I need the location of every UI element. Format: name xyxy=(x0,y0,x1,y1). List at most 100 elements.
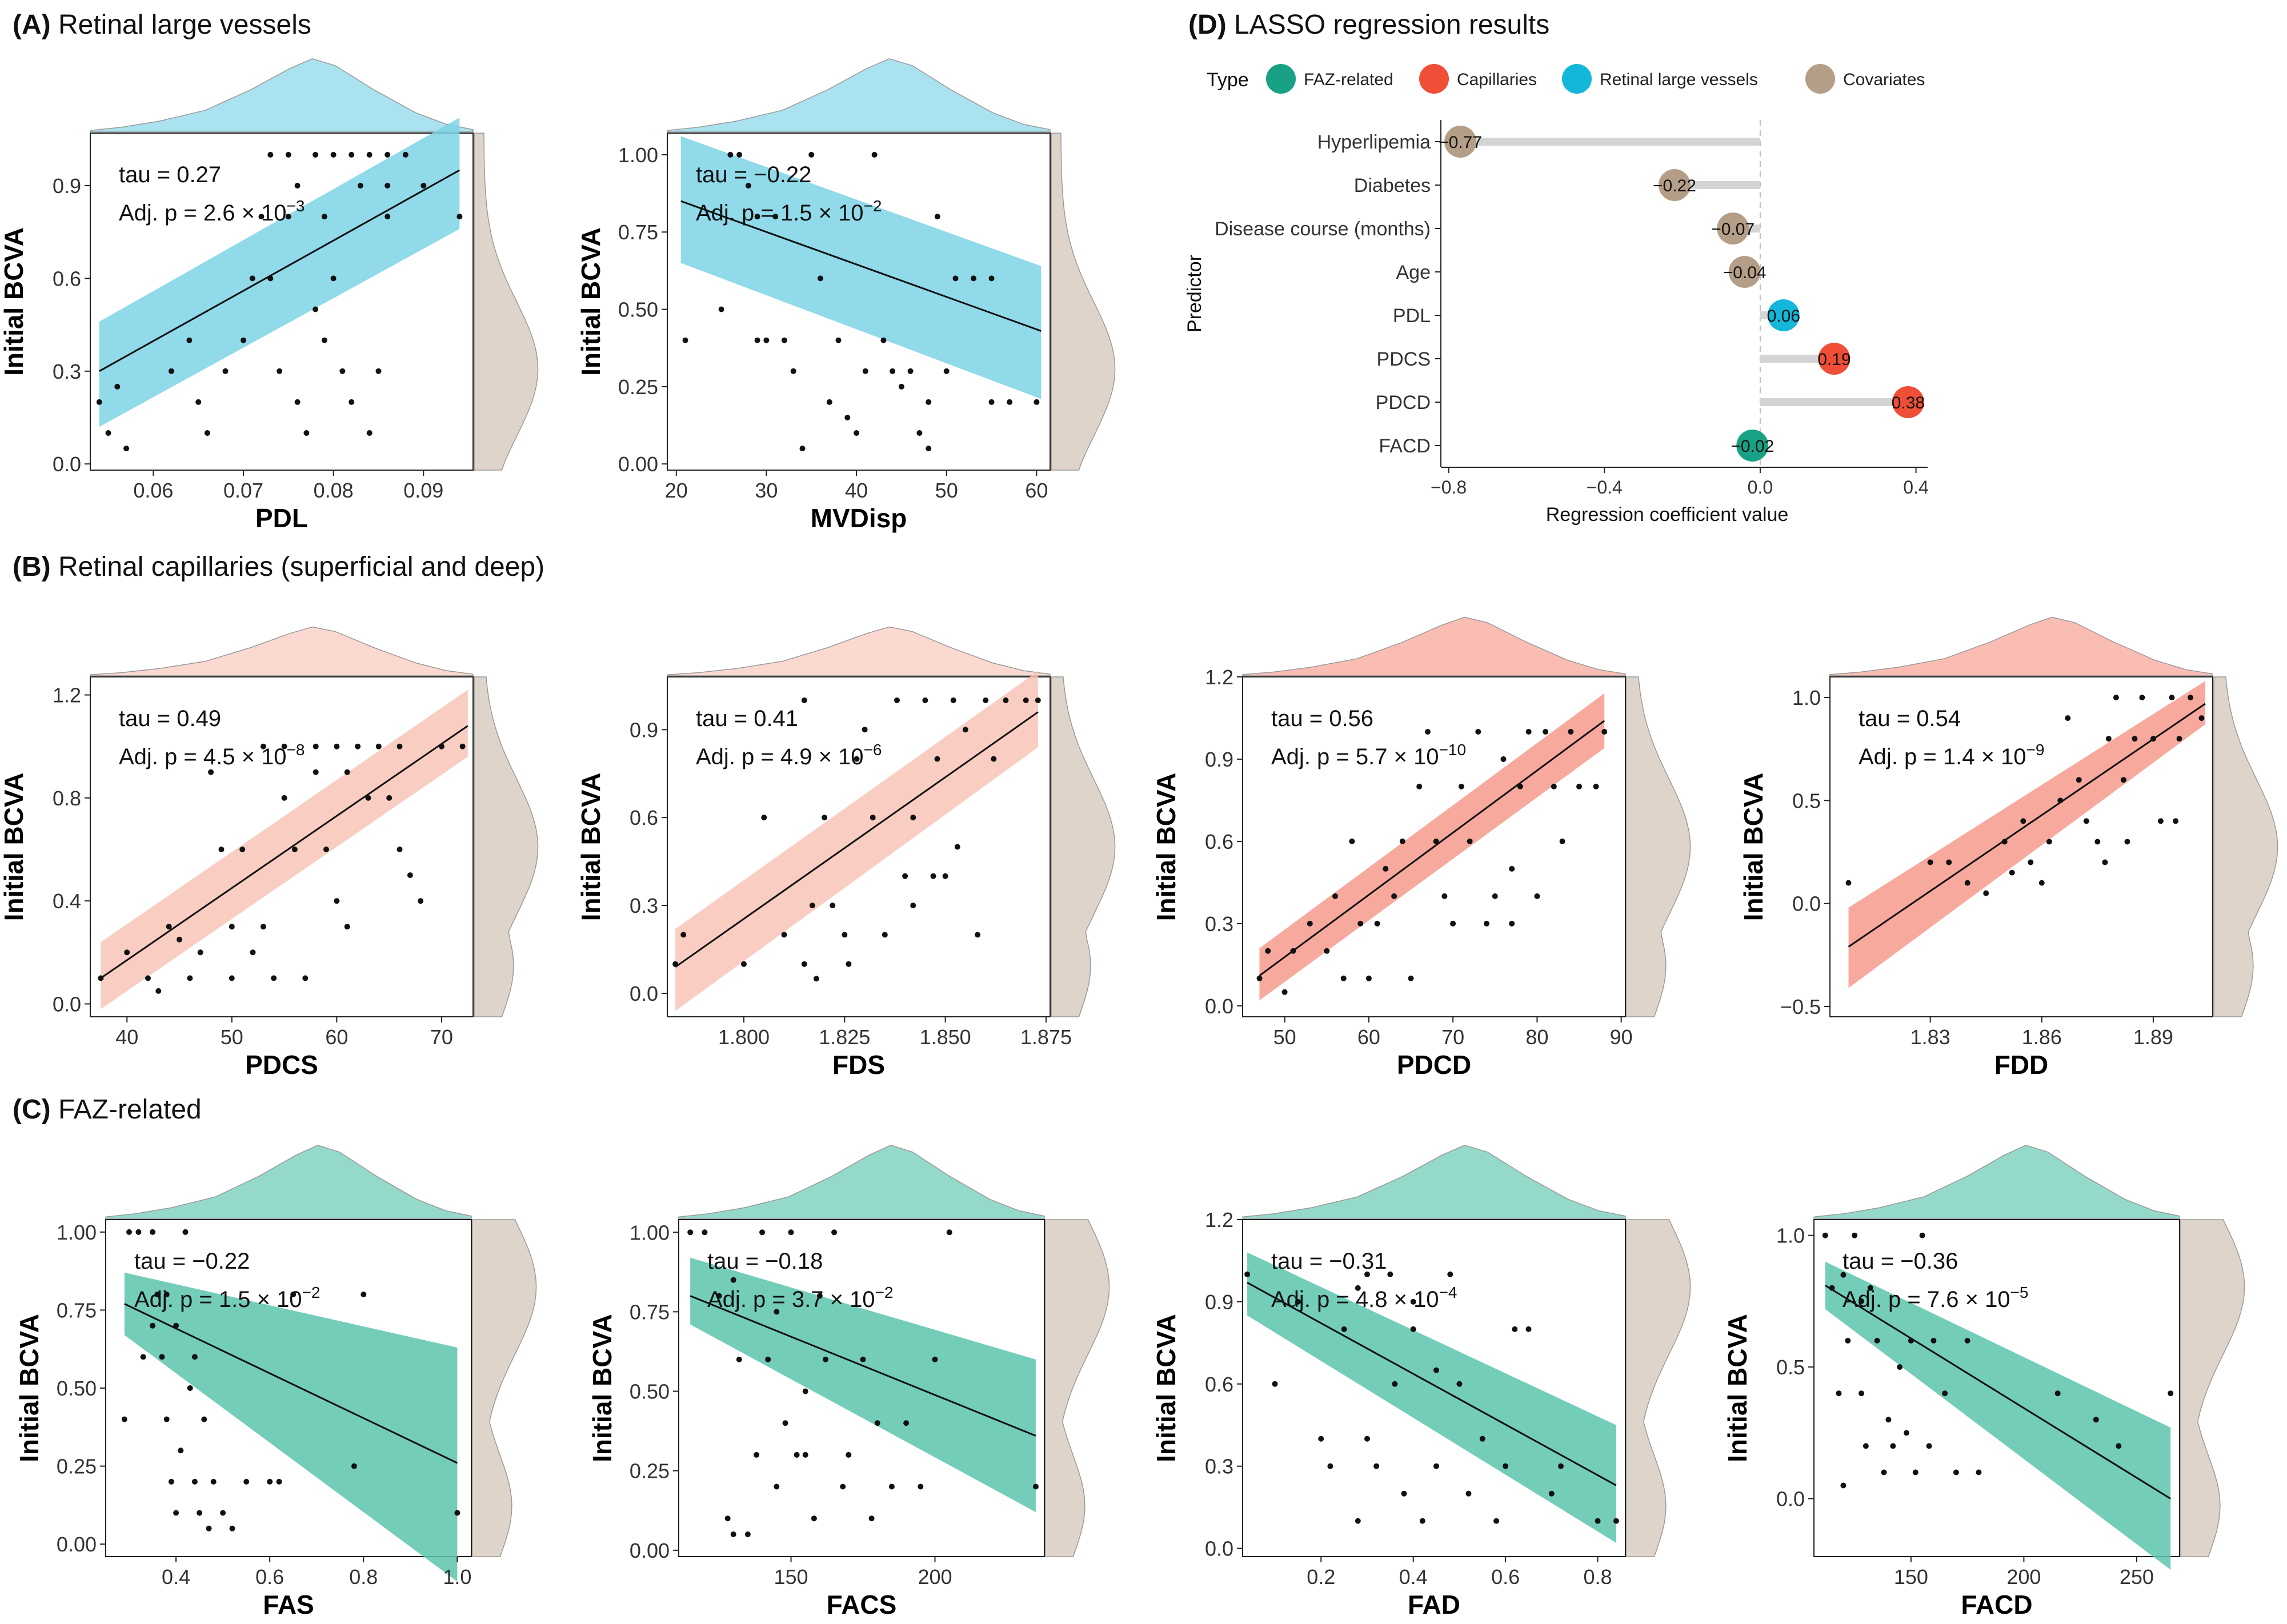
x-tick-label-pdl-0: 0.06 xyxy=(133,479,173,502)
data-point-fds-26 xyxy=(991,756,997,762)
y-axis-label-facs: Initial BCVA xyxy=(587,1314,617,1462)
data-point-pdcs-8 xyxy=(208,769,214,775)
y-axis-label-pdl: Initial BCVA xyxy=(0,227,29,376)
data-point-pdl-8 xyxy=(222,368,229,374)
data-point-pdcd-8 xyxy=(1349,838,1355,844)
data-point-pdcs-2 xyxy=(145,975,151,981)
data-point-pdl-26 xyxy=(285,151,291,158)
data-point-mvdisp-7 xyxy=(763,337,770,343)
data-point-facd-27 xyxy=(2168,1390,2174,1397)
y-tick-label-facs-4: 1.00 xyxy=(630,1221,670,1244)
confidence-band-mvdisp xyxy=(680,136,1042,399)
data-point-fdd-1 xyxy=(1927,859,1933,865)
p-exponent-pdl: −3 xyxy=(287,197,305,215)
data-point-fad-16 xyxy=(1456,1381,1463,1387)
coefficient-label-6: 0.38 xyxy=(1892,394,1925,412)
data-point-facd-24 xyxy=(2054,1390,2061,1397)
data-point-pdl-2 xyxy=(114,383,121,390)
y-tick-label-fdd-1: 0.0 xyxy=(1792,892,1821,916)
fit-line-fdd xyxy=(1848,703,2206,948)
data-point-mvdisp-34 xyxy=(1034,399,1040,405)
p-exponent-facd: −5 xyxy=(2010,1284,2029,1301)
plot-facs: 0.00 0.25 0.50 0.75 1.00 150 200 FACS Initial BC… xyxy=(587,1144,1110,1619)
data-point-pdcd-11 xyxy=(1374,920,1380,927)
panel-c-title-text: FAZ-related xyxy=(58,1094,202,1125)
data-point-mvdisp-14 xyxy=(826,399,832,405)
data-point-pdcd-5 xyxy=(1324,948,1330,954)
data-point-facd-7 xyxy=(1863,1443,1869,1449)
data-point-fas-6 xyxy=(159,1354,165,1360)
panel-d-letter: (D) xyxy=(1188,10,1227,40)
y-tick-label-fad-1: 0.3 xyxy=(1205,1455,1233,1478)
p-annotation-fds: Adj. p = 4.9 × 10−6 xyxy=(696,741,882,769)
y-axis-label-pdcs: Initial BCVA xyxy=(0,773,29,921)
x-tick-label-pdcd-0: 50 xyxy=(1273,1025,1296,1049)
data-point-fdd-23 xyxy=(2169,695,2175,701)
data-point-pdl-30 xyxy=(366,151,373,158)
top-density-mvdisp xyxy=(667,58,1051,133)
data-point-fds-13 xyxy=(862,727,868,733)
data-point-facd-14 xyxy=(1904,1430,1909,1436)
data-point-facd-16 xyxy=(1912,1469,1918,1475)
lasso-x-tick-label-1: −0.4 xyxy=(1587,477,1623,498)
data-point-pdcd-20 xyxy=(1450,920,1456,927)
right-density-facs xyxy=(1045,1219,1110,1557)
data-point-fds-22 xyxy=(950,697,956,703)
panel-a-title: (A) Retinal large vessels xyxy=(13,9,311,41)
y-tick-label-pdcd-4: 1.2 xyxy=(1205,665,1233,689)
data-point-mvdisp-10 xyxy=(790,368,796,374)
data-point-fas-25 xyxy=(351,1463,357,1469)
data-point-pdcs-22 xyxy=(334,743,340,749)
data-point-fas-2 xyxy=(135,1229,142,1235)
data-point-fdd-14 xyxy=(2083,818,2089,824)
data-point-pdcs-19 xyxy=(313,769,319,775)
data-point-pdcs-33 xyxy=(396,743,403,749)
x-tick-label-pdcs-0: 40 xyxy=(115,1025,138,1049)
x-axis-label-fds: FDS xyxy=(832,1050,885,1080)
legend-label-0: FAZ-related xyxy=(1304,70,1393,89)
data-point-fad-7 xyxy=(1364,1435,1370,1442)
data-point-fds-24 xyxy=(975,932,981,938)
lollipop-head-4 xyxy=(1767,299,1800,331)
plot-fdd: −0.5 0.0 0.5 1.0 1.83 1.86 1.89 FDD Initial BCVA… xyxy=(1739,616,2278,1080)
data-point-pdcd-26 xyxy=(1509,865,1515,872)
data-point-pdl-34 xyxy=(456,214,463,220)
data-point-facs-21 xyxy=(860,1356,866,1362)
x-axis-label-mvdisp: MVDisp xyxy=(811,503,907,533)
plot-fad: 0.0 0.3 0.6 0.9 1.2 0.2 0.4 0.6 0.8 FAD Initial BC… xyxy=(1151,1145,1691,1619)
x-tick-label-fas-2: 0.8 xyxy=(349,1565,378,1589)
data-point-pdcs-12 xyxy=(239,847,246,852)
data-point-pdl-25 xyxy=(267,151,274,158)
data-point-facd-19 xyxy=(1930,1338,1937,1344)
data-point-pdl-24 xyxy=(384,214,391,220)
lollipop-head-5 xyxy=(1818,343,1851,375)
data-point-pdcd-34 xyxy=(1576,783,1582,789)
tau-annotation-fas: tau = −0.22 xyxy=(134,1249,250,1274)
confidence-band-pdcd xyxy=(1259,693,1605,1001)
data-point-pdcs-9 xyxy=(218,847,225,852)
data-point-facd-17 xyxy=(1919,1232,1925,1238)
data-point-pdcd-33 xyxy=(1568,729,1574,735)
data-point-fad-25 xyxy=(1595,1518,1601,1524)
data-point-pdcd-23 xyxy=(1475,729,1481,735)
data-point-fds-20 xyxy=(934,756,940,762)
data-point-pdl-28 xyxy=(330,151,337,158)
lasso-x-tick-label-3: 0.4 xyxy=(1903,477,1928,498)
data-point-fad-12 xyxy=(1410,1326,1416,1332)
data-point-pdcd-22 xyxy=(1467,838,1473,844)
y-tick-label-mvdisp-0: 0.00 xyxy=(618,452,658,476)
y-tick-label-fad-4: 1.2 xyxy=(1205,1208,1233,1232)
data-point-facs-20 xyxy=(846,1451,852,1458)
data-point-pdcs-37 xyxy=(313,743,319,749)
data-point-fas-0 xyxy=(121,1416,127,1422)
panel-d-title-text: LASSO regression results xyxy=(1233,10,1550,40)
data-point-fad-20 xyxy=(1503,1463,1509,1469)
panel-b-letter: (B) xyxy=(13,552,51,582)
data-point-fds-15 xyxy=(882,932,888,938)
data-point-fdd-8 xyxy=(2028,859,2034,865)
data-point-fds-32 xyxy=(954,844,960,850)
top-density-fas xyxy=(105,1144,472,1219)
data-point-pdcs-29 xyxy=(407,872,413,879)
tau-annotation-fdd: tau = 0.54 xyxy=(1859,706,1961,731)
data-point-fas-17 xyxy=(210,1478,217,1485)
